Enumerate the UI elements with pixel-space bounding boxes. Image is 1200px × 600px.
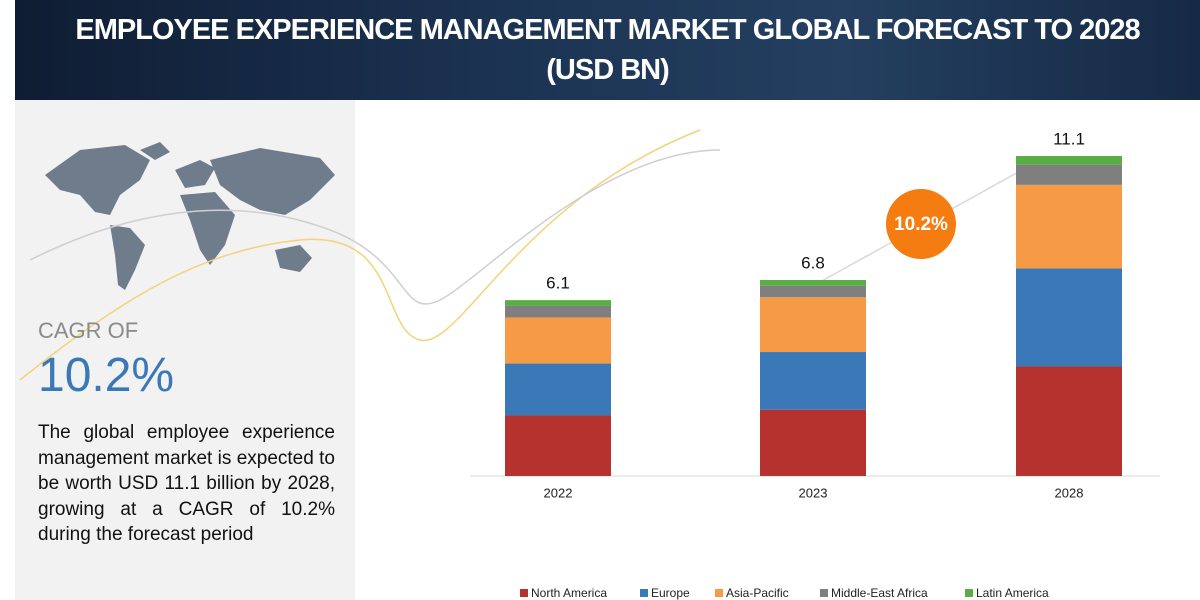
legend-label: Asia-Pacific xyxy=(726,586,789,600)
title-text: EMPLOYEE EXPERIENCE MANAGEMENT MARKET GL… xyxy=(75,14,1140,46)
cagr-bubble-text: 10.2% xyxy=(894,214,948,235)
map-south-america xyxy=(110,225,145,290)
bar-segment xyxy=(760,352,866,410)
legend-swatch xyxy=(520,589,528,597)
cagr-bubble xyxy=(886,189,956,259)
bar-segment xyxy=(760,409,866,476)
map-africa xyxy=(180,192,235,265)
bar-segment xyxy=(1016,268,1122,367)
total-label: 6.1 xyxy=(546,274,570,293)
total-label: 11.1 xyxy=(1053,129,1085,148)
description: The global employee experience managemen… xyxy=(38,422,335,545)
map-europe xyxy=(175,160,215,188)
bar-segment xyxy=(760,285,866,298)
bar-segment xyxy=(1016,164,1122,185)
world-map xyxy=(45,142,335,290)
title-units: (USD BN) xyxy=(546,54,669,86)
title: EMPLOYEE EXPERIENCE MANAGEMENT MARKET GL… xyxy=(15,10,1200,90)
bar-segment xyxy=(760,297,866,353)
bar-segment xyxy=(505,363,611,416)
cagr-label: CAGR OF xyxy=(38,318,139,343)
bar-segment xyxy=(1016,366,1122,476)
decor-curve xyxy=(19,129,701,381)
x-tick-label: 2028 xyxy=(1055,485,1084,500)
legend-label: North America xyxy=(531,586,607,600)
header-band xyxy=(15,0,1200,100)
legend-swatch xyxy=(715,589,723,597)
x-tick-label: 2023 xyxy=(799,485,828,500)
map-asia xyxy=(210,148,335,215)
legend-swatch xyxy=(965,589,973,597)
map-australia xyxy=(275,245,312,272)
legend-swatch xyxy=(640,589,648,597)
bar-segment xyxy=(1016,156,1122,165)
legend-label: Middle-East Africa xyxy=(831,586,928,600)
map-north-america xyxy=(45,145,150,215)
map-greenland xyxy=(140,142,170,160)
cagr-value: 10.2% xyxy=(38,349,175,402)
bar-segment xyxy=(505,415,611,476)
bar-segment xyxy=(760,279,866,286)
bar-segment xyxy=(505,305,611,318)
legend-label: Europe xyxy=(651,586,690,600)
legend-label: Latin America xyxy=(976,586,1049,600)
legend-swatch xyxy=(820,589,828,597)
bar-segment xyxy=(505,300,611,306)
bar-segment xyxy=(505,317,611,364)
total-label: 6.8 xyxy=(801,253,825,272)
x-tick-label: 2022 xyxy=(544,485,573,500)
decor-curve xyxy=(29,149,721,305)
bar-segment xyxy=(1016,184,1122,269)
